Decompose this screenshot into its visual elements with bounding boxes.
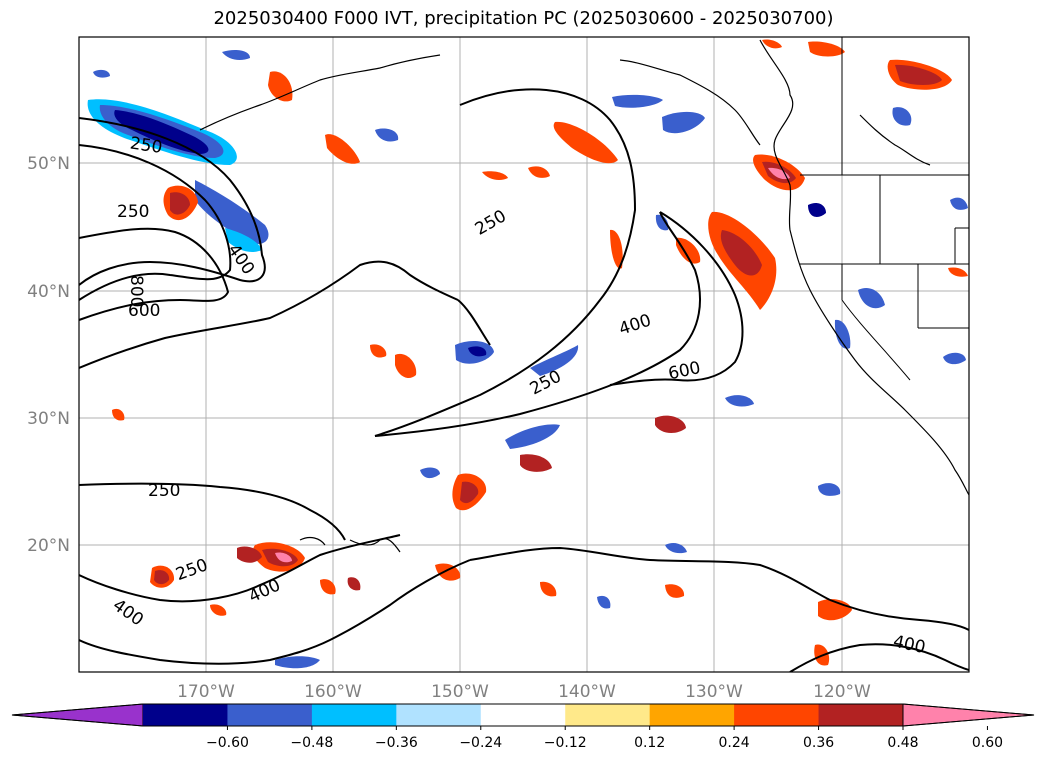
longitude-labels: 170°W 160°W 150°W 140°W 130°W 120°W: [177, 682, 871, 702]
colorbar-segment: [311, 704, 397, 726]
ivt-contours: [79, 88, 969, 672]
map-panel: [79, 37, 969, 672]
colorbar-tick-label: −0.36: [375, 735, 418, 751]
colorbar-tick-label: −0.60: [206, 735, 249, 751]
lon-label: 170°W: [177, 682, 235, 702]
colorbar-tick-label: 0.12: [634, 735, 665, 751]
colorbar-tick-label: −0.48: [290, 735, 333, 751]
colorbar-segment: [227, 704, 313, 726]
lon-label: 150°W: [431, 682, 489, 702]
map-title: 2025030400 F000 IVT, precipitation PC (2…: [213, 8, 834, 29]
map-frame: [78, 36, 970, 673]
colorbar-segment: [480, 704, 566, 726]
colorbar-segment: [143, 704, 228, 726]
lat-label: 20°N: [27, 536, 70, 556]
coastlines: [199, 39, 969, 553]
colorbar-outline: [11, 703, 1035, 727]
colorbar-tick-label: 0.36: [803, 735, 834, 751]
colorbar-extend-high: [902, 703, 1035, 727]
contour-label: 250: [117, 202, 149, 222]
gridlines: [79, 37, 969, 672]
colorbar-tick-labels: −0.60 −0.48 −0.36 −0.24 −0.12 0.12 0.24 0.36 0.4…: [206, 735, 1003, 751]
lon-label: 130°W: [685, 682, 743, 702]
political-borders: [800, 37, 969, 381]
colorbar-tick-label: −0.12: [544, 735, 587, 751]
lat-label: 50°N: [27, 154, 70, 174]
colorbar-tick-label: 0.24: [719, 735, 750, 751]
lon-label: 160°W: [304, 682, 362, 702]
colorbar-tick-label: 0.48: [887, 735, 918, 751]
colorbar: [11, 703, 1035, 730]
contour-label: 250: [148, 481, 180, 501]
colorbar-segment: [396, 704, 482, 726]
colorbar-tick-label: 0.60: [972, 735, 1003, 751]
colorbar-tick-label: −0.24: [459, 735, 502, 751]
lat-label: 40°N: [27, 282, 70, 302]
contour-label: 800: [126, 275, 146, 307]
negative-precip-areas: [87, 50, 968, 669]
contour-label: 250: [129, 134, 164, 158]
lon-label: 120°W: [813, 682, 871, 702]
contour-label: 600: [128, 301, 160, 321]
colorbar-segment: [565, 704, 651, 726]
colorbar-extend-low: [11, 703, 144, 727]
lat-label: 30°N: [27, 409, 70, 429]
lon-label: 140°W: [558, 682, 616, 702]
colorbar-segment: [649, 704, 735, 726]
colorbar-segment: [734, 704, 820, 726]
latitude-labels: 50°N 40°N 30°N 20°N: [27, 154, 70, 556]
colorbar-segment: [818, 704, 904, 726]
positive-precip-areas: [112, 39, 968, 666]
